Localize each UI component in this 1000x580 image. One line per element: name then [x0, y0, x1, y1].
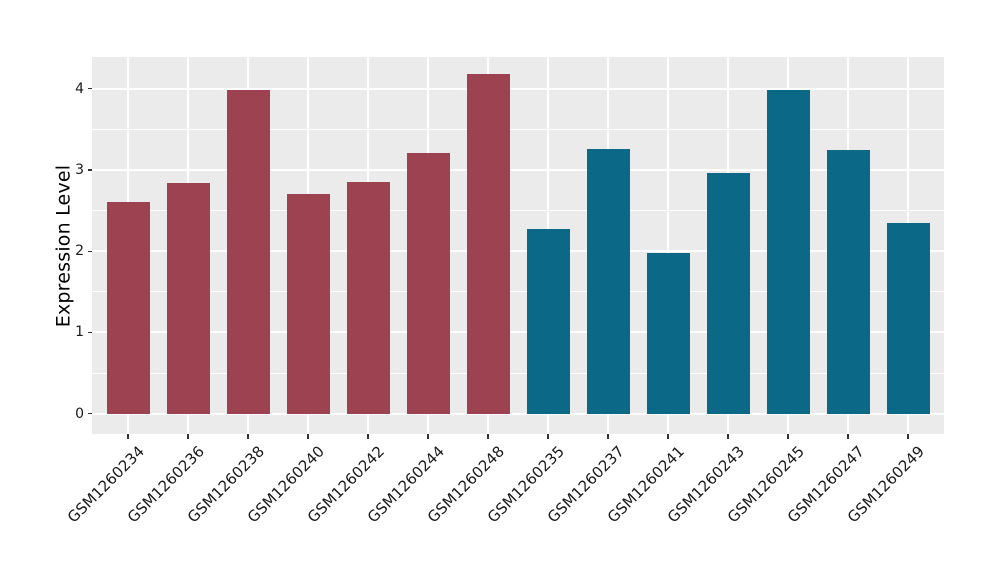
y-tick-label: 2 [75, 243, 84, 260]
x-tick-mark [907, 434, 909, 439]
bar-GSM1260237 [586, 148, 630, 414]
y-axis-title-text: Expression Level [52, 164, 74, 327]
gridline-minor-horizontal [92, 372, 944, 374]
x-tick-mark [427, 434, 429, 439]
y-tick-label: 3 [75, 161, 84, 178]
bar-GSM1260247 [826, 149, 870, 414]
y-axis-title: Expression Level [50, 57, 76, 434]
x-tick-mark [367, 434, 369, 439]
y-tick-label: 4 [75, 80, 84, 97]
bar-GSM1260240 [286, 193, 330, 414]
bar-GSM1260243 [706, 173, 750, 414]
x-tick-mark [847, 434, 849, 439]
bar-GSM1260242 [346, 182, 390, 414]
gridline-major-horizontal [92, 250, 944, 253]
bar-GSM1260238 [226, 90, 270, 414]
gridline-major-horizontal [92, 412, 944, 415]
gridline-minor-horizontal [92, 291, 944, 293]
bar-GSM1260248 [466, 74, 510, 414]
y-tick-mark [87, 413, 92, 415]
x-tick-mark [487, 434, 489, 439]
y-tick-mark [87, 169, 92, 171]
gridline-major-horizontal [92, 331, 944, 334]
gridline-minor-horizontal [92, 210, 944, 212]
x-tick-mark [127, 434, 129, 439]
x-tick-mark [547, 434, 549, 439]
y-tick-label: 0 [75, 405, 84, 422]
gridline-major-horizontal [92, 168, 944, 171]
x-tick-mark [607, 434, 609, 439]
bar-GSM1260236 [166, 182, 210, 414]
x-tick-mark [727, 434, 729, 439]
bar-GSM1260241 [646, 252, 690, 414]
gridline-minor-horizontal [92, 128, 944, 130]
gridline-major-vertical [667, 57, 669, 434]
y-tick-label: 1 [75, 324, 84, 341]
gridline-major-horizontal [92, 87, 944, 90]
bar-GSM1260244 [406, 152, 450, 414]
bar-GSM1260234 [106, 201, 150, 414]
bar-GSM1260249 [886, 222, 930, 414]
plot-panel [92, 57, 944, 434]
y-tick-mark [87, 250, 92, 252]
bar-GSM1260245 [766, 89, 810, 414]
bar-GSM1260235 [526, 229, 570, 414]
x-tick-mark [247, 434, 249, 439]
y-tick-mark [87, 331, 92, 334]
x-tick-mark [187, 434, 189, 439]
y-tick-mark [87, 88, 92, 90]
x-tick-mark [667, 434, 669, 439]
x-tick-mark [307, 434, 309, 439]
x-tick-mark [787, 434, 789, 439]
